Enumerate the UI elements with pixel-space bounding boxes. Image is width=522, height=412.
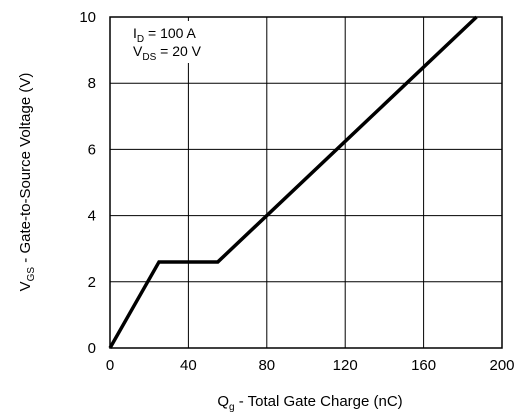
x-axis-label: Qg - Total Gate Charge (nC) [217,393,402,412]
annotation-box: ID = 100 A VDS = 20 V [126,21,236,63]
x-ticks: 0 40 80 120 160 200 [106,357,515,374]
annotation-vds: VDS = 20 V [133,43,202,63]
x-tick-label: 120 [333,357,358,374]
y-axis-label: VGS - Gate-to-Source Voltage (V) [17,73,37,292]
x-tick-label: 0 [106,357,114,374]
x-tick-label: 80 [258,357,275,374]
plot-frame [109,16,503,349]
x-tick-label: 160 [411,357,436,374]
series-layer [108,15,478,349]
y-tick-label: 6 [88,141,96,158]
y-tick-label: 4 [88,208,96,225]
y-tick-label: 8 [88,75,96,92]
annotation-id: ID = 100 A [133,25,197,45]
y-tick-label: 0 [88,340,96,357]
annotation-background [126,21,236,63]
y-tick-label: 10 [79,9,96,26]
y-tick-label: 2 [88,274,96,291]
grid [109,16,503,349]
series-line [108,15,478,349]
y-ticks: 0 2 4 6 8 10 [79,9,96,357]
x-tick-label: 200 [489,357,514,374]
x-tick-label: 40 [180,357,197,374]
